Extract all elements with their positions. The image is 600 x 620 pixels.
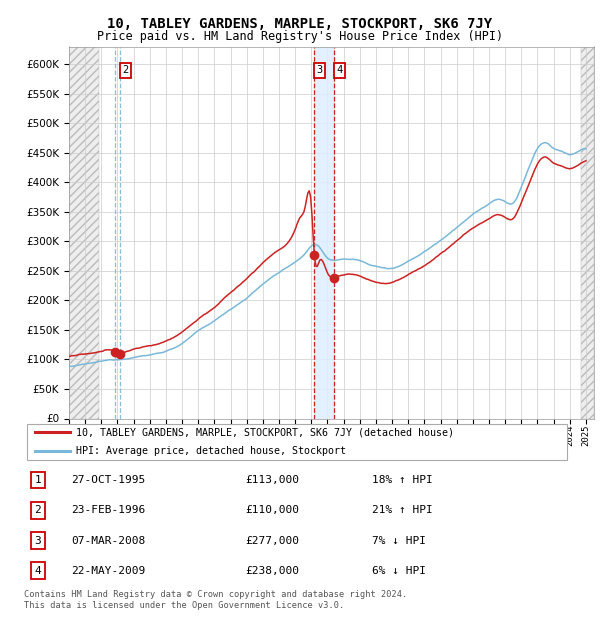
Text: 10, TABLEY GARDENS, MARPLE, STOCKPORT, SK6 7JY: 10, TABLEY GARDENS, MARPLE, STOCKPORT, S… [107, 17, 493, 31]
Text: £110,000: £110,000 [245, 505, 299, 515]
Text: £238,000: £238,000 [245, 566, 299, 576]
Text: 21% ↑ HPI: 21% ↑ HPI [372, 505, 433, 515]
Text: 2: 2 [34, 505, 41, 515]
Text: 22-MAY-2009: 22-MAY-2009 [71, 566, 145, 576]
Text: 10, TABLEY GARDENS, MARPLE, STOCKPORT, SK6 7JY (detached house): 10, TABLEY GARDENS, MARPLE, STOCKPORT, S… [76, 427, 454, 438]
Text: 23-FEB-1996: 23-FEB-1996 [71, 505, 145, 515]
Text: 18% ↑ HPI: 18% ↑ HPI [372, 475, 433, 485]
Text: 2: 2 [122, 65, 128, 75]
Text: 1: 1 [34, 475, 41, 485]
FancyBboxPatch shape [27, 423, 567, 460]
Text: £113,000: £113,000 [245, 475, 299, 485]
Text: 3: 3 [317, 65, 323, 75]
Text: 27-OCT-1995: 27-OCT-1995 [71, 475, 145, 485]
Text: 4: 4 [34, 566, 41, 576]
Bar [314, 46, 334, 419]
Text: 7% ↓ HPI: 7% ↓ HPI [372, 536, 426, 546]
Text: 3: 3 [34, 536, 41, 546]
Text: Contains HM Land Registry data © Crown copyright and database right 2024.
This d: Contains HM Land Registry data © Crown c… [24, 590, 407, 609]
Text: £277,000: £277,000 [245, 536, 299, 546]
Text: HPI: Average price, detached house, Stockport: HPI: Average price, detached house, Stoc… [76, 446, 346, 456]
Text: 07-MAR-2008: 07-MAR-2008 [71, 536, 145, 546]
Text: Price paid vs. HM Land Registry's House Price Index (HPI): Price paid vs. HM Land Registry's House … [97, 30, 503, 43]
Text: 4: 4 [336, 65, 343, 75]
Text: 6% ↓ HPI: 6% ↓ HPI [372, 566, 426, 576]
